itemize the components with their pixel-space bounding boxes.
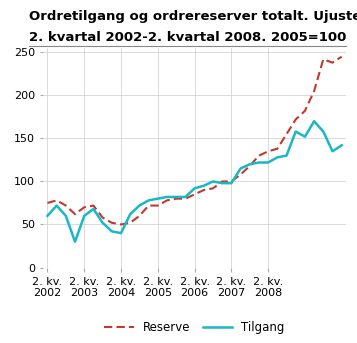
Text: 2. kvartal 2002-2. kvartal 2008. 2005=100: 2. kvartal 2002-2. kvartal 2008. 2005=10…	[29, 31, 346, 44]
Text: Ordretilgang og ordrereserver totalt. Ujustert.: Ordretilgang og ordrereserver totalt. Uj…	[29, 10, 357, 23]
Legend: Reserve, Tilgang: Reserve, Tilgang	[100, 316, 290, 339]
